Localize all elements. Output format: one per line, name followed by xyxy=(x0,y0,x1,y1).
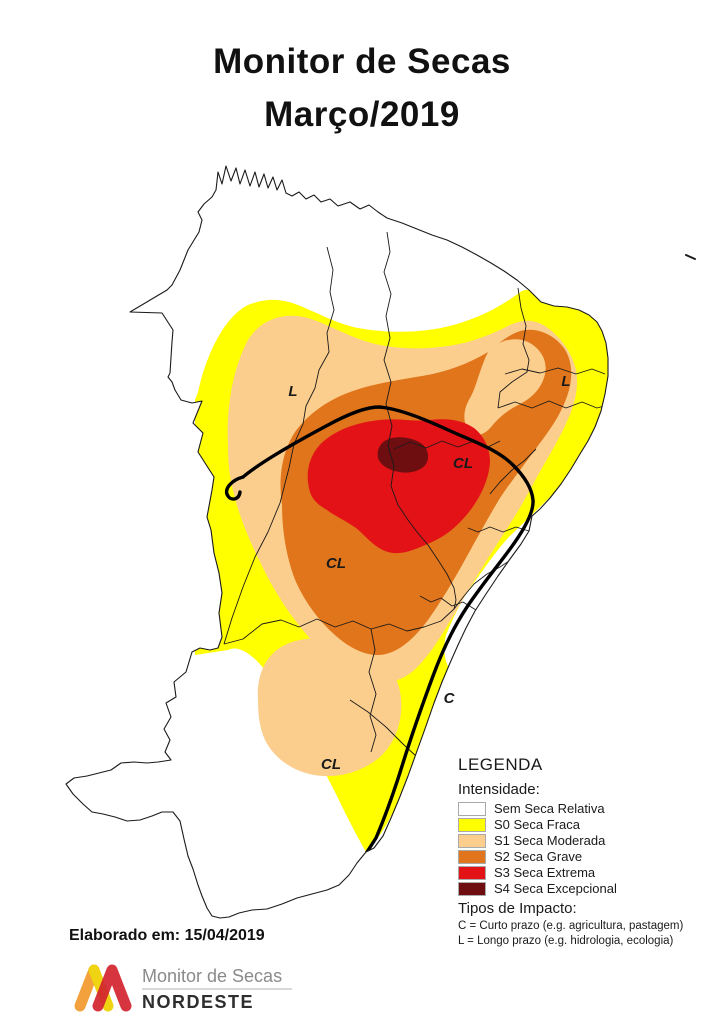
title-line-2: Março/2019 xyxy=(264,94,460,134)
legend-item-no-drought: Sem Seca Relativa xyxy=(458,801,716,816)
no-drought-swatch xyxy=(458,801,486,816)
legend-intensity-heading: Intensidade: xyxy=(458,781,540,798)
map-label-c-southeast: C xyxy=(444,690,456,707)
s1-swatch xyxy=(458,833,486,848)
s1-moderate-patch-ne xyxy=(464,339,546,435)
title-line-1: Monitor de Secas xyxy=(213,42,511,81)
legend-impact-heading: Tipos de Impacto: xyxy=(458,900,577,917)
legend: LEGENDA Intensidade: Sem Seca Relativa S… xyxy=(458,755,716,949)
s4-exceptional-area xyxy=(377,437,429,473)
legend-item-label: Sem Seca Relativa xyxy=(494,801,605,816)
legend-item-s3: S3 Seca Extrema xyxy=(458,865,716,880)
logo-m-icon xyxy=(74,964,132,1012)
s2-swatch xyxy=(458,849,486,864)
region-outline xyxy=(65,165,609,919)
monitor-de-secas-logo: Monitor de Secas NORDESTE xyxy=(74,964,292,1012)
s0-swatch xyxy=(458,817,486,832)
map-label-cl-mid: CL xyxy=(326,555,346,572)
logo-m-red-chevron xyxy=(92,964,132,1012)
legend-heading: LEGENDA xyxy=(458,755,543,774)
legend-item-label: S1 Seca Moderada xyxy=(494,833,606,848)
legend-item-label: S3 Seca Extrema xyxy=(494,865,596,880)
impact-note-long-term: L = Longo prazo (e.g. hidrologia, ecolog… xyxy=(458,934,674,947)
legend-item-s1: S1 Seca Moderada xyxy=(458,833,716,848)
s4-swatch xyxy=(458,881,486,896)
map-label-cl-center: CL xyxy=(453,455,473,472)
logo-name-text: Monitor de Secas xyxy=(142,966,282,986)
legend-item-label: S2 Seca Grave xyxy=(494,849,583,864)
legend-item-s2: S2 Seca Grave xyxy=(458,849,716,864)
legend-item-label: S4 Seca Excepcional xyxy=(494,881,617,896)
s3-extreme-area xyxy=(307,419,490,554)
logo-region-text: NORDESTE xyxy=(142,992,254,1012)
s1-moderate-area-south xyxy=(257,638,402,777)
impact-boundary-line xyxy=(224,405,535,854)
elaboration-date: Elaborado em: 15/04/2019 xyxy=(69,927,265,944)
map-label-l-west: L xyxy=(288,383,297,400)
legend-item-s4: S4 Seca Excepcional xyxy=(458,881,716,896)
map-label-cl-south: CL xyxy=(321,756,341,773)
s3-swatch xyxy=(458,865,486,880)
legend-item-label: S0 Seca Fraca xyxy=(494,817,580,832)
island-dash xyxy=(685,254,696,260)
page-title: Monitor de Secas Março/2019 xyxy=(0,36,724,141)
impact-note-short-term: C = Curto prazo (e.g. agricultura, pasta… xyxy=(458,920,684,932)
map-label-l-east: L xyxy=(561,373,570,390)
legend-item-s0: S0 Seca Fraca xyxy=(458,817,716,832)
